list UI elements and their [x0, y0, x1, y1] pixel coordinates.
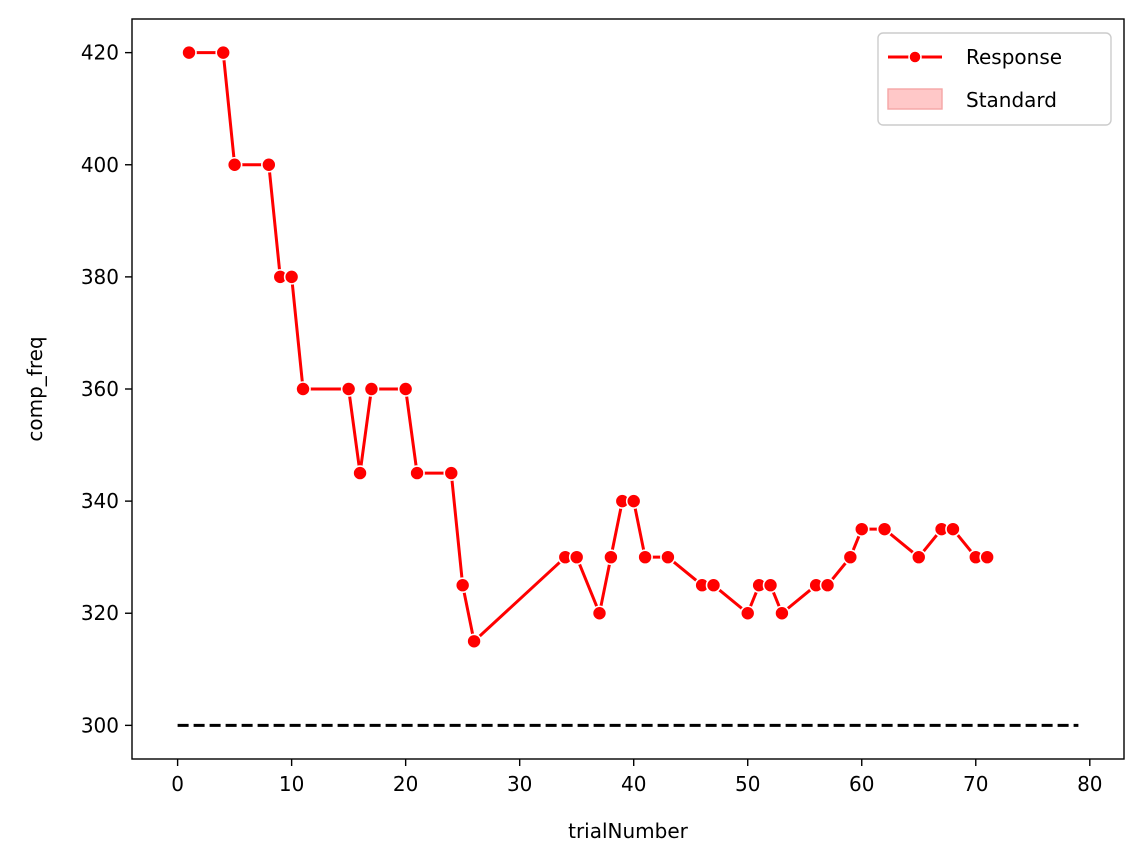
response-point — [226, 156, 243, 173]
y-tick-label: 400 — [81, 153, 119, 177]
response-point — [443, 465, 460, 481]
y-tick-label: 340 — [81, 489, 119, 513]
legend-standard-label: Standard — [966, 88, 1057, 112]
response-point — [397, 381, 414, 397]
response-point — [352, 465, 368, 481]
y-tick-label: 420 — [81, 41, 119, 65]
y-tick-label: 300 — [81, 713, 119, 737]
x-tick-label: 30 — [507, 772, 532, 796]
y-tick-label: 380 — [81, 265, 119, 289]
response-point — [979, 549, 995, 565]
response-point — [739, 605, 756, 622]
legend: Response Standard — [877, 32, 1112, 126]
response-point — [819, 577, 836, 594]
x-tick-label: 20 — [393, 772, 418, 796]
x-tick-label: 40 — [621, 772, 646, 796]
response-point — [625, 493, 642, 509]
y-tick-label: 320 — [81, 601, 119, 625]
x-tick-label: 10 — [279, 772, 304, 796]
plot-layer — [177, 44, 1079, 727]
response-point — [261, 156, 277, 173]
x-tick-label: 80 — [1077, 772, 1102, 796]
response-point — [705, 577, 722, 594]
response-point — [295, 381, 311, 397]
x-tick-label: 0 — [171, 772, 184, 796]
y-axis-label: comp_freq — [23, 336, 47, 441]
response-point — [181, 44, 197, 61]
response-point — [910, 549, 927, 565]
x-axis: 0 10 20 30 40 50 60 70 80 — [171, 759, 1103, 796]
x-tick-label: 50 — [735, 772, 760, 796]
legend-response-label: Response — [966, 45, 1062, 69]
x-tick-label: 70 — [963, 772, 988, 796]
response-point — [762, 577, 779, 594]
response-point — [603, 549, 619, 565]
legend-standard-patch — [887, 88, 943, 110]
response-point — [774, 605, 790, 622]
response-point — [340, 381, 357, 397]
response-point — [454, 577, 471, 594]
response-point — [637, 549, 653, 565]
response-point — [283, 269, 300, 285]
response-point — [876, 521, 893, 537]
y-axis: 300 320 340 360 380 400 420 — [81, 41, 132, 737]
response-point — [568, 549, 585, 565]
response-point — [466, 633, 482, 650]
response-point — [215, 44, 232, 61]
y-tick-label: 360 — [81, 377, 119, 401]
response-point — [591, 605, 608, 622]
legend-response-marker — [908, 50, 922, 64]
response-point — [363, 381, 380, 397]
x-axis-label: trialNumber — [568, 819, 689, 843]
response-point — [842, 549, 859, 565]
response-point — [409, 465, 425, 481]
x-tick-label: 60 — [849, 772, 874, 796]
response-point — [660, 549, 676, 565]
response-point — [853, 521, 870, 537]
response-point — [945, 521, 961, 537]
